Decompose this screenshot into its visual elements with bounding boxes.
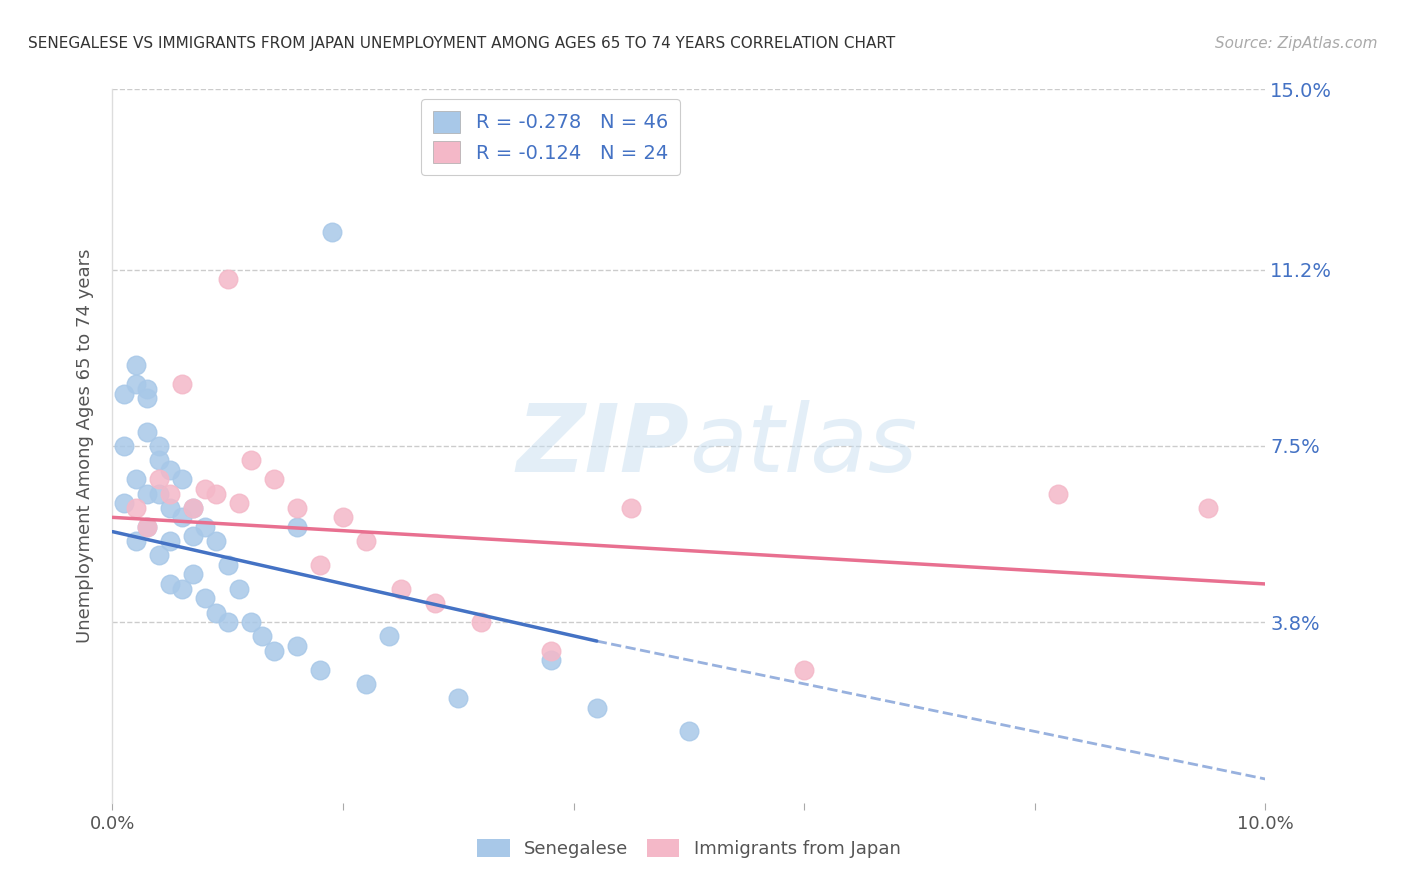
Point — [136, 382, 159, 396]
Point — [181, 500, 204, 515]
Point — [263, 472, 285, 486]
Text: ZIP: ZIP — [516, 400, 689, 492]
Point — [1046, 486, 1069, 500]
Point — [793, 663, 815, 677]
Point — [170, 377, 193, 392]
Point — [378, 629, 401, 643]
Point — [228, 582, 250, 596]
Point — [205, 534, 228, 549]
Point — [252, 629, 274, 643]
Point — [205, 486, 228, 500]
Point — [354, 677, 377, 691]
Point — [678, 724, 700, 739]
Legend: Senegalese, Immigrants from Japan: Senegalese, Immigrants from Japan — [470, 831, 908, 865]
Point — [136, 392, 159, 406]
Point — [124, 472, 146, 486]
Point — [620, 500, 643, 515]
Point — [447, 691, 470, 706]
Point — [136, 486, 159, 500]
Point — [217, 615, 239, 629]
Point — [112, 386, 135, 401]
Point — [540, 643, 562, 657]
Point — [217, 558, 239, 572]
Point — [309, 663, 332, 677]
Point — [159, 463, 181, 477]
Point — [194, 482, 217, 496]
Y-axis label: Unemployment Among Ages 65 to 74 years: Unemployment Among Ages 65 to 74 years — [76, 249, 94, 643]
Point — [205, 606, 228, 620]
Point — [285, 500, 308, 515]
Point — [239, 615, 262, 629]
Point — [159, 577, 181, 591]
Point — [170, 472, 193, 486]
Point — [124, 534, 146, 549]
Point — [159, 500, 181, 515]
Point — [159, 486, 181, 500]
Point — [285, 520, 308, 534]
Point — [354, 534, 377, 549]
Point — [136, 425, 159, 439]
Point — [112, 496, 135, 510]
Point — [181, 529, 204, 543]
Point — [309, 558, 332, 572]
Point — [181, 567, 204, 582]
Point — [112, 439, 135, 453]
Point — [540, 653, 562, 667]
Point — [332, 510, 354, 524]
Point — [217, 272, 239, 286]
Point — [239, 453, 262, 467]
Point — [321, 225, 343, 239]
Point — [136, 520, 159, 534]
Point — [170, 582, 193, 596]
Point — [136, 520, 159, 534]
Point — [124, 500, 146, 515]
Point — [124, 358, 146, 372]
Point — [148, 453, 170, 467]
Text: atlas: atlas — [689, 401, 917, 491]
Point — [194, 591, 217, 606]
Point — [194, 520, 217, 534]
Point — [181, 500, 204, 515]
Point — [263, 643, 285, 657]
Point — [285, 639, 308, 653]
Point — [1197, 500, 1219, 515]
Point — [228, 496, 250, 510]
Text: SENEGALESE VS IMMIGRANTS FROM JAPAN UNEMPLOYMENT AMONG AGES 65 TO 74 YEARS CORRE: SENEGALESE VS IMMIGRANTS FROM JAPAN UNEM… — [28, 36, 896, 51]
Point — [148, 439, 170, 453]
Point — [170, 510, 193, 524]
Point — [585, 700, 607, 714]
Point — [148, 549, 170, 563]
Point — [425, 596, 447, 610]
Point — [389, 582, 412, 596]
Point — [159, 534, 181, 549]
Text: Source: ZipAtlas.com: Source: ZipAtlas.com — [1215, 36, 1378, 51]
Point — [148, 472, 170, 486]
Point — [124, 377, 146, 392]
Point — [148, 486, 170, 500]
Point — [470, 615, 492, 629]
